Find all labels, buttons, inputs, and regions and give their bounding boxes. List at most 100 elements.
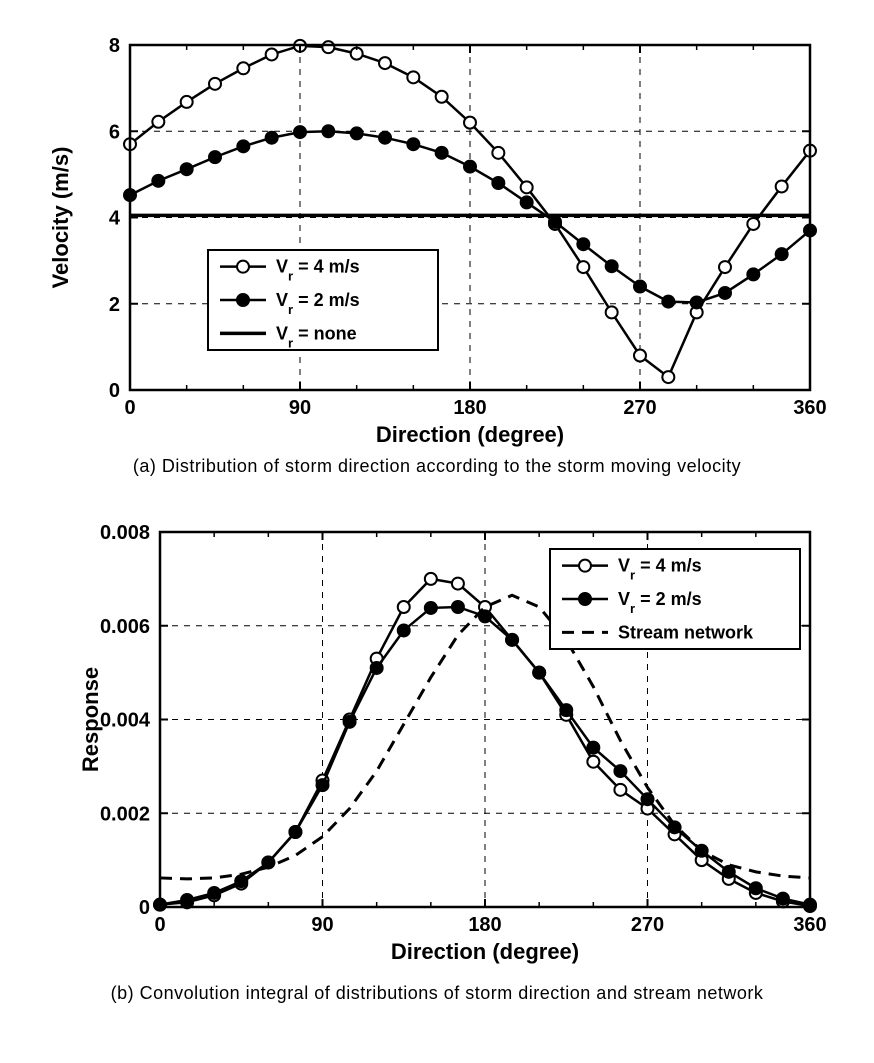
series-marker-0 xyxy=(407,71,419,83)
series-marker-0 xyxy=(181,96,193,108)
series-marker-1 xyxy=(181,163,193,175)
series-marker-0 xyxy=(322,41,334,53)
series-marker-1 xyxy=(747,268,759,280)
series-marker-1 xyxy=(322,125,334,137)
series-marker-0 xyxy=(452,578,464,590)
legend-marker xyxy=(579,593,591,605)
series-marker-0 xyxy=(577,261,589,273)
series-marker-0 xyxy=(237,62,249,74)
chart-a-caption: (a) Distribution of storm direction acco… xyxy=(20,456,854,477)
ylabel: Velocity (m/s) xyxy=(48,147,73,289)
series-marker-1 xyxy=(521,196,533,208)
series-marker-0 xyxy=(464,117,476,129)
series-marker-1 xyxy=(379,132,391,144)
xlabel: Direction (degree) xyxy=(391,939,579,964)
ytick-label: 0 xyxy=(109,380,120,402)
ytick-label: 0.006 xyxy=(100,616,150,638)
ytick-label: 0 xyxy=(139,897,150,919)
series-marker-0 xyxy=(719,261,731,273)
series-marker-1 xyxy=(776,248,788,260)
series-marker-1 xyxy=(452,601,464,613)
series-marker-0 xyxy=(379,57,391,69)
series-marker-0 xyxy=(436,91,448,103)
series-marker-1 xyxy=(235,875,247,887)
series-marker-1 xyxy=(425,602,437,614)
legend-marker xyxy=(579,560,591,572)
series-marker-0 xyxy=(266,48,278,60)
series-marker-0 xyxy=(209,78,221,90)
series-marker-1 xyxy=(208,887,220,899)
series-marker-1 xyxy=(152,175,164,187)
xtick-label: 0 xyxy=(154,914,165,936)
series-marker-1 xyxy=(209,151,221,163)
series-marker-1 xyxy=(407,138,419,150)
series-marker-0 xyxy=(398,601,410,613)
series-marker-1 xyxy=(614,765,626,777)
xtick-label: 90 xyxy=(289,397,311,419)
series-marker-0 xyxy=(521,181,533,193)
legend-label: Stream network xyxy=(618,622,754,642)
series-marker-1 xyxy=(750,882,762,894)
series-marker-0 xyxy=(425,573,437,585)
series-marker-1 xyxy=(289,826,301,838)
xtick-label: 0 xyxy=(124,397,135,419)
xtick-label: 180 xyxy=(453,397,486,419)
chart-b-figure: 0 90 180 270 360 0 0.002 0.004 0.006 0.008 Directi… xyxy=(20,507,854,1004)
series-marker-1 xyxy=(634,281,646,293)
series-marker-0 xyxy=(492,147,504,159)
ytick-label: 2 xyxy=(109,294,120,316)
ylabel: Response xyxy=(78,667,103,772)
series-marker-1 xyxy=(237,140,249,152)
series-marker-0 xyxy=(152,116,164,128)
series-marker-0 xyxy=(776,180,788,192)
series-marker-0 xyxy=(587,756,599,768)
series-marker-1 xyxy=(398,624,410,636)
series-marker-1 xyxy=(533,667,545,679)
series-marker-1 xyxy=(266,132,278,144)
xlabel: Direction (degree) xyxy=(376,422,564,447)
series-marker-1 xyxy=(719,287,731,299)
xtick-label: 270 xyxy=(631,914,664,936)
series-marker-1 xyxy=(492,177,504,189)
series-marker-1 xyxy=(181,894,193,906)
xtick-label: 90 xyxy=(311,914,333,936)
series-marker-1 xyxy=(662,296,674,308)
chart-b-caption: (b) Convolution integral of distribution… xyxy=(20,983,854,1004)
series-marker-1 xyxy=(606,260,618,272)
chart-b-svg: 0 90 180 270 360 0 0.002 0.004 0.006 0.008 Directi… xyxy=(20,507,854,977)
series-marker-1 xyxy=(577,238,589,250)
series-marker-0 xyxy=(747,218,759,230)
series-marker-1 xyxy=(506,634,518,646)
series-marker-1 xyxy=(294,126,306,138)
series-marker-1 xyxy=(723,866,735,878)
ytick-label: 0.008 xyxy=(100,522,150,544)
series-marker-1 xyxy=(464,161,476,173)
xtick-label: 360 xyxy=(793,397,826,419)
chart-a-svg: 09018027036002468Direction (degree)Veloc… xyxy=(20,20,854,450)
xtick-label: 270 xyxy=(623,397,656,419)
series-marker-1 xyxy=(436,147,448,159)
chart-a-bg xyxy=(20,20,854,450)
legend-marker xyxy=(237,261,249,273)
ytick-label: 4 xyxy=(109,208,121,230)
series-marker-1 xyxy=(317,779,329,791)
series-marker-1 xyxy=(642,793,654,805)
series-marker-1 xyxy=(691,296,703,308)
ytick-label: 0.002 xyxy=(100,803,150,825)
ytick-label: 0.004 xyxy=(100,710,151,732)
series-marker-1 xyxy=(371,662,383,674)
xtick-label: 180 xyxy=(468,914,501,936)
series-marker-1 xyxy=(587,742,599,754)
series-marker-1 xyxy=(777,893,789,905)
chart-a-figure: 09018027036002468Direction (degree)Veloc… xyxy=(20,20,854,477)
series-marker-1 xyxy=(549,216,561,228)
series-marker-0 xyxy=(614,784,626,796)
legend-marker xyxy=(237,294,249,306)
series-marker-1 xyxy=(560,704,572,716)
series-marker-1 xyxy=(351,127,363,139)
series-marker-0 xyxy=(606,306,618,318)
ytick-label: 8 xyxy=(109,35,120,57)
series-marker-0 xyxy=(662,371,674,383)
series-marker-0 xyxy=(634,350,646,362)
xtick-label: 360 xyxy=(793,914,826,936)
